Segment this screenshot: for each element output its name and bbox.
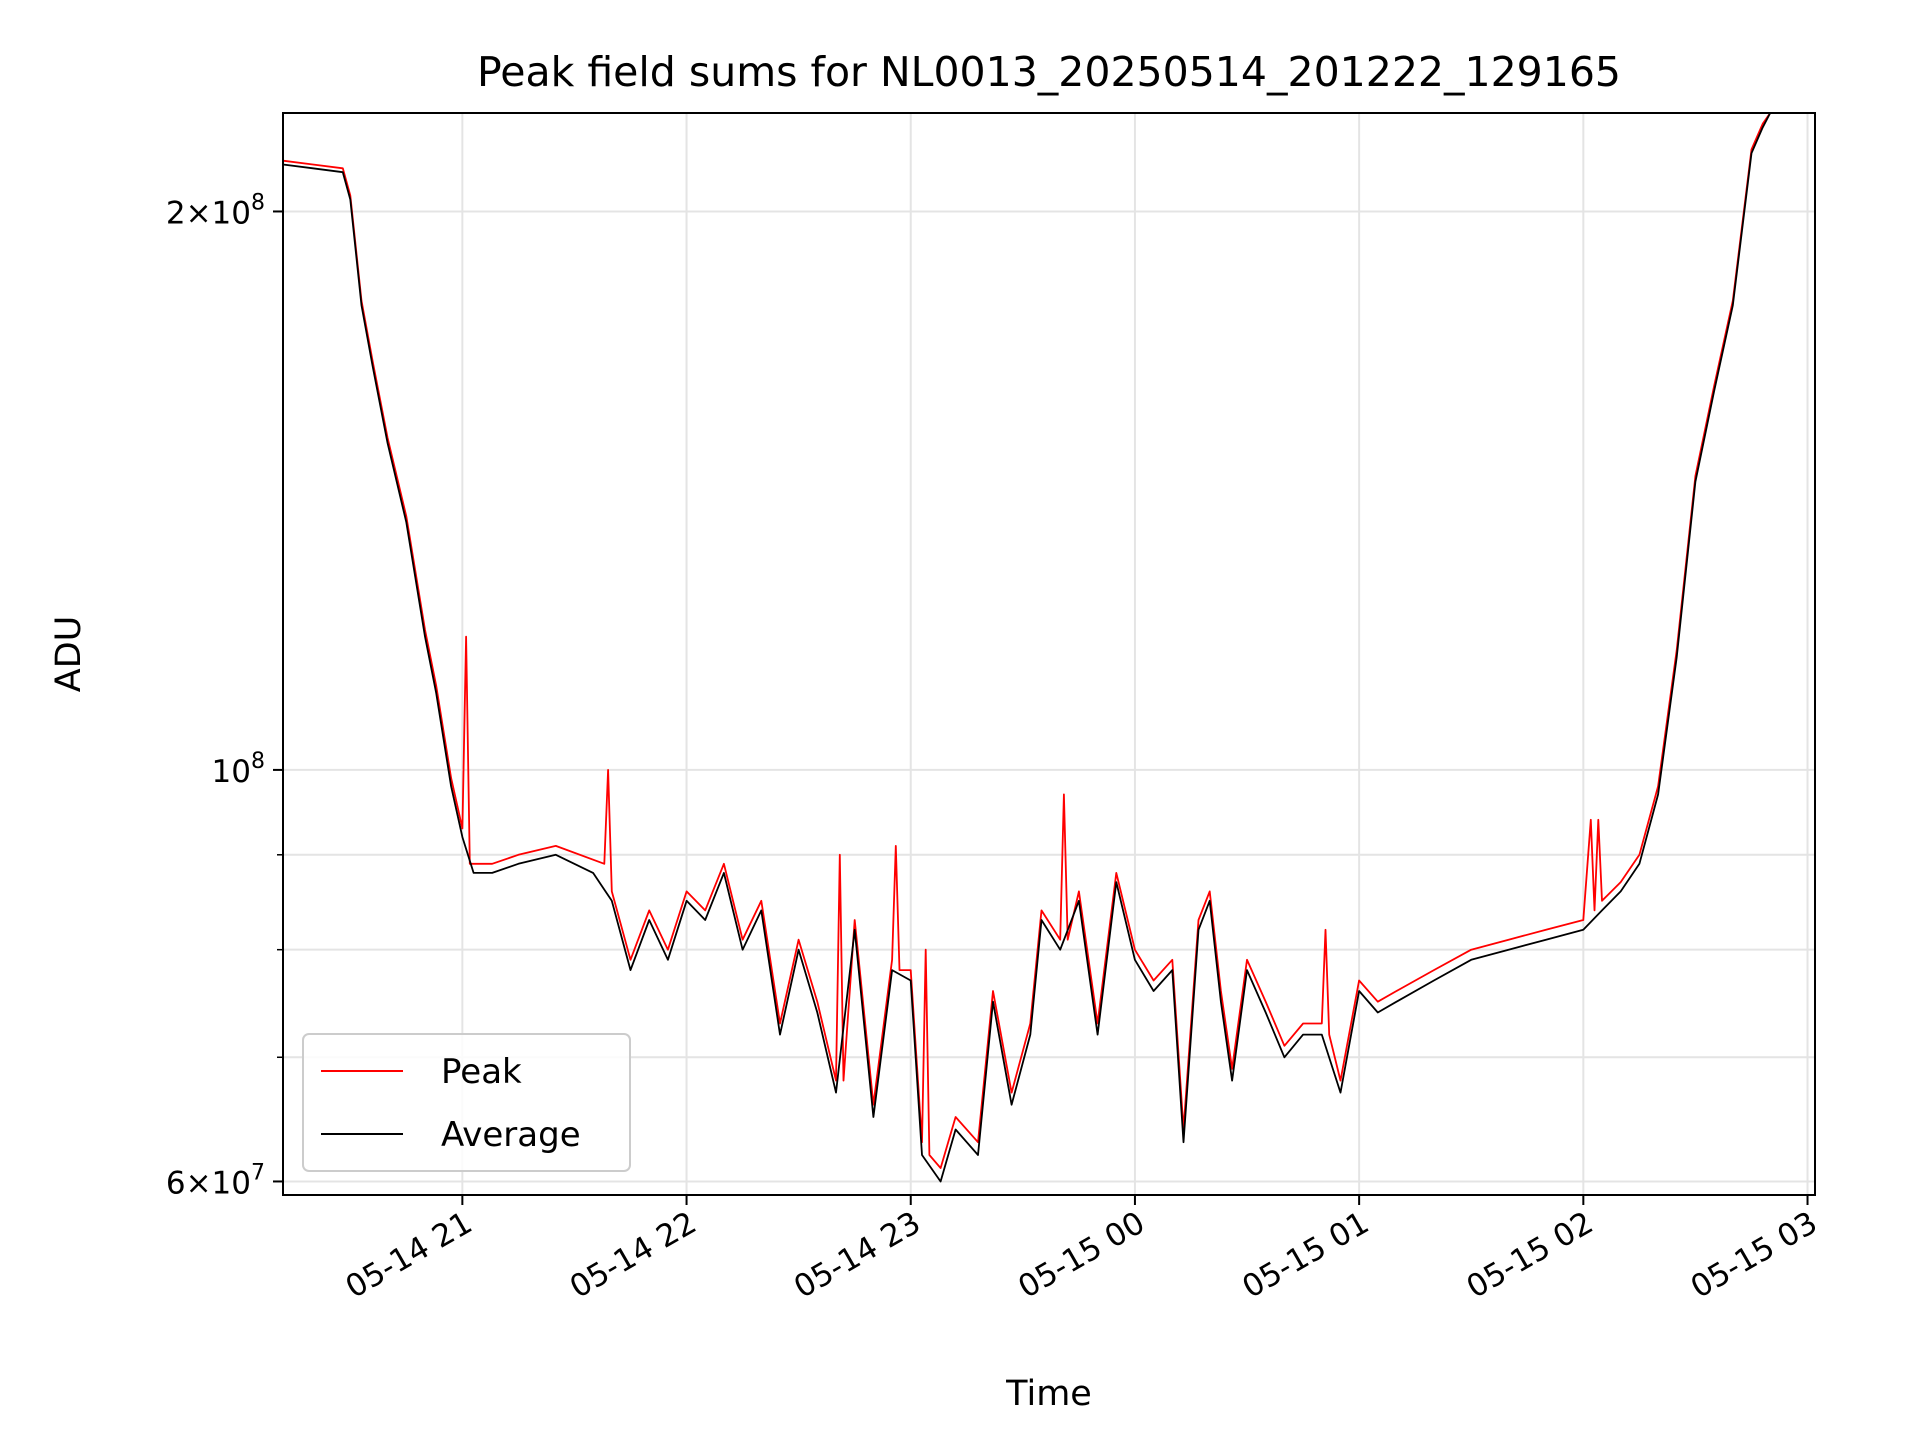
x-tick-label: 05-15 01	[1236, 1205, 1375, 1306]
y-tick-label: 6×107	[166, 1160, 265, 1201]
grid	[283, 113, 1815, 1195]
series-line-average	[282, 112, 1771, 1183]
x-tick-label: 05-15 03	[1685, 1205, 1824, 1306]
x-tick-label: 05-15 02	[1461, 1205, 1600, 1306]
x-tick-label: 05-15 00	[1012, 1205, 1151, 1306]
legend-label-peak: Peak	[441, 1052, 522, 1092]
y-tick-label: 2×108	[166, 190, 265, 231]
legend-box	[302, 1033, 631, 1172]
series-layer	[282, 112, 1771, 1183]
x-tick-label: 05-14 21	[340, 1205, 479, 1306]
plot-frame	[282, 112, 1816, 1196]
series-line-peak	[282, 112, 1771, 1169]
legend-label-average: Average	[441, 1115, 581, 1155]
x-axis-label: Time	[1005, 1374, 1092, 1414]
x-tick-label: 05-14 23	[788, 1205, 927, 1306]
legend: Peak Average	[302, 1033, 631, 1172]
x-axis-ticks: 05-14 21 05-14 22 05-14 23 05-15 00 05-15 01…	[340, 1195, 1824, 1306]
x-tick-label: 05-14 22	[564, 1205, 703, 1306]
chart-title: Peak field sums for NL0013_20250514_2012…	[477, 48, 1621, 96]
y-axis-label: ADU	[49, 616, 89, 693]
y-axis-ticks: 2×108 108 6×107	[166, 190, 283, 1201]
y-tick-label: 108	[212, 749, 265, 790]
